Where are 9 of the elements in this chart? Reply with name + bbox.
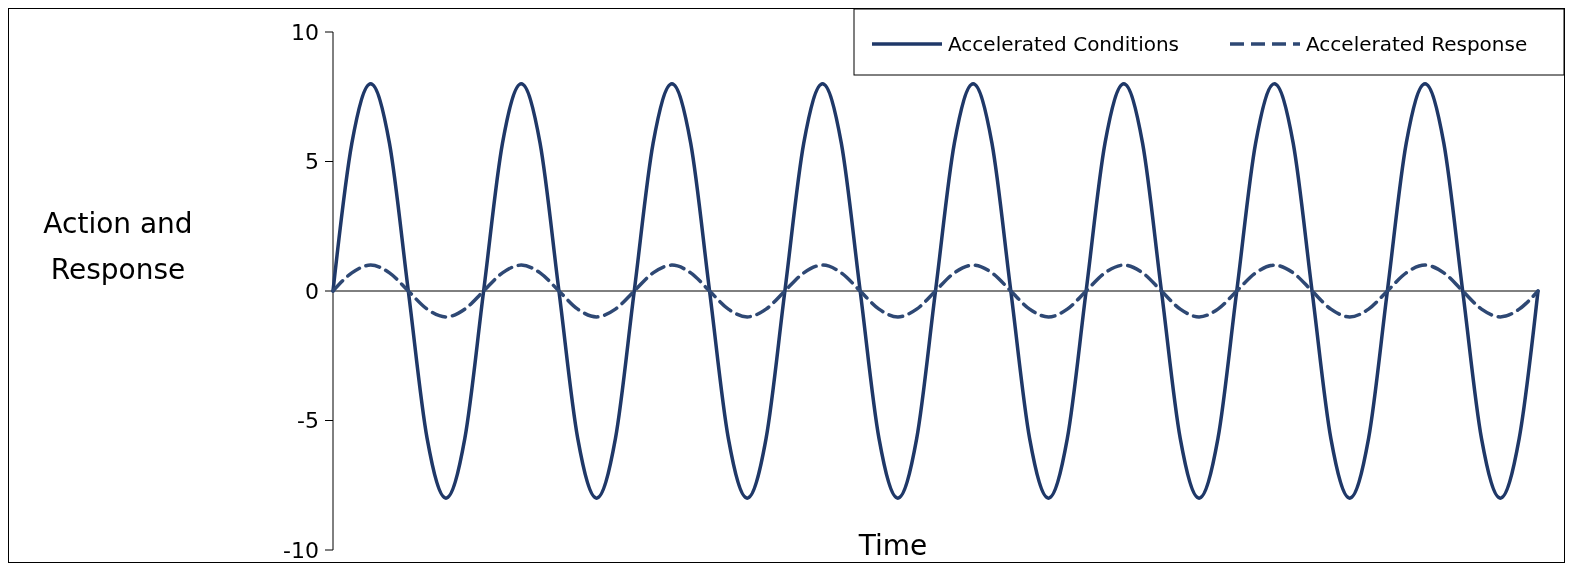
y-tick-label: 0 [305, 278, 319, 304]
y-tick-label: -10 [283, 537, 319, 563]
legend-label: Accelerated Response [1306, 32, 1528, 56]
y-tick-label: 10 [291, 19, 319, 45]
y-tick-label: -5 [297, 408, 319, 434]
legend-label: Accelerated Conditions [948, 32, 1180, 56]
y-axis-title: Action and Response [43, 207, 193, 286]
x-axis-title: Time [857, 529, 928, 562]
y-tick-label: 5 [305, 149, 319, 175]
